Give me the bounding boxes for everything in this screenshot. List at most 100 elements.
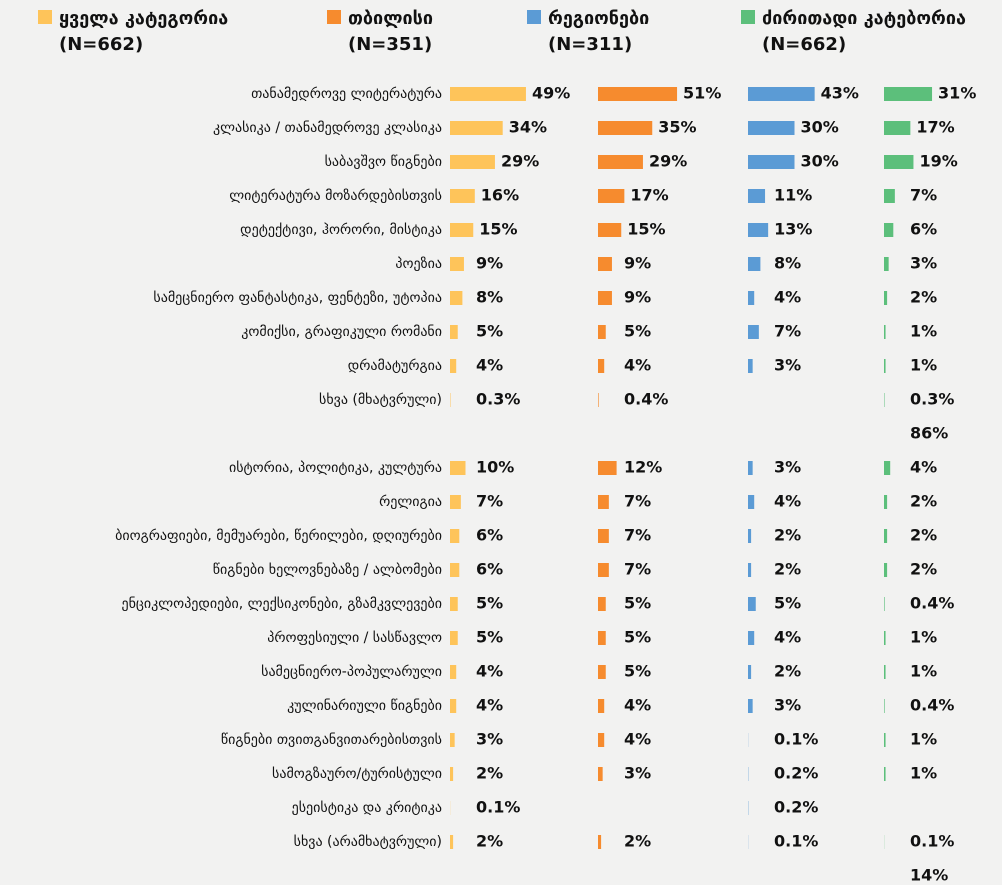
value-label: 4%: [774, 288, 801, 307]
value-label: 0.3%: [910, 390, 954, 409]
category-label: სამოგზაურო/ტურისტული: [272, 765, 442, 782]
bar: [884, 767, 886, 781]
value-label: 16%: [481, 186, 519, 205]
value-label: 1%: [910, 322, 937, 341]
value-label: 11%: [774, 186, 812, 205]
bar: [748, 563, 752, 577]
bar: [598, 597, 606, 611]
value-label: 4%: [476, 662, 503, 681]
bar: [884, 495, 888, 509]
bar: [598, 563, 609, 577]
value-label: 1%: [910, 662, 937, 681]
legend-swatch: [38, 10, 52, 24]
bar: [598, 223, 622, 237]
value-label: 4%: [774, 492, 801, 511]
bar: [748, 87, 815, 101]
value-label: 5%: [476, 594, 503, 613]
legend-label: ყველა კატეგორია (N=662): [59, 8, 229, 55]
value-label: 2%: [910, 560, 937, 579]
bar: [450, 767, 454, 781]
value-label: 30%: [801, 152, 839, 171]
bar: [450, 291, 463, 305]
value-label: 7%: [910, 186, 937, 205]
bar: [598, 767, 603, 781]
value-label: 0.1%: [476, 798, 520, 817]
bar: [598, 495, 609, 509]
category-label: სხვა (მხატვრული): [319, 391, 442, 408]
value-label: 2%: [910, 492, 937, 511]
value-label: 2%: [910, 288, 937, 307]
category-label: სამეცნიერო ფანტასტიკა, ფენტეზი, უტოპია: [153, 289, 442, 306]
value-label: 3%: [774, 458, 801, 477]
value-label: 8%: [476, 288, 503, 307]
bar: [598, 257, 612, 271]
bar: [748, 699, 753, 713]
value-label: 0.3%: [476, 390, 520, 409]
bar: [748, 291, 755, 305]
bar: [598, 291, 612, 305]
bar: [598, 529, 609, 543]
value-label: 0.2%: [774, 764, 818, 783]
category-label: ბიოგრაფიები, მემუარები, წერილები, დღიურე…: [115, 527, 442, 544]
value-label: 4%: [476, 356, 503, 375]
bar: [748, 223, 769, 237]
value-label: 6%: [476, 526, 503, 545]
category-label: ლიტერატურა მოზარდებისთვის: [229, 187, 442, 204]
value-label: 31%: [938, 84, 976, 103]
value-label: 4%: [774, 628, 801, 647]
bar: [598, 121, 653, 135]
bar: [748, 121, 795, 135]
group-total: 14%: [910, 866, 948, 885]
bar: [884, 733, 886, 747]
bar: [450, 495, 461, 509]
category-label: რელიგია: [379, 493, 442, 510]
value-label: 10%: [476, 458, 514, 477]
bar: [450, 257, 464, 271]
value-label: 35%: [658, 118, 696, 137]
bar: [450, 835, 454, 849]
category-label: კომიქსი, გრაფიკული რომანი: [241, 323, 442, 340]
bar: [598, 189, 625, 203]
bar: [450, 699, 457, 713]
value-label: 43%: [821, 84, 859, 103]
value-label: 1%: [910, 356, 937, 375]
value-label: 4%: [476, 696, 503, 715]
bar: [450, 461, 466, 475]
bar: [884, 597, 885, 611]
category-label: ისტორია, პოლიტიკა, კულტურა: [229, 459, 442, 476]
bar: [748, 325, 759, 339]
value-label: 5%: [624, 594, 651, 613]
bar: [450, 733, 455, 747]
value-label: 5%: [624, 628, 651, 647]
bar: [884, 631, 886, 645]
category-label: დრამატურგია: [348, 357, 442, 374]
value-label: 17%: [630, 186, 668, 205]
value-label: 0.1%: [774, 730, 818, 749]
category-label: ესეისტიკა და კრიტიკა: [292, 799, 442, 816]
value-label: 5%: [774, 594, 801, 613]
value-label: 4%: [624, 730, 651, 749]
value-label: 7%: [624, 492, 651, 511]
bar: [748, 257, 761, 271]
bar: [450, 665, 457, 679]
legend-swatch: [327, 10, 341, 24]
bar: [598, 155, 643, 169]
category-label: საბავშვო წიგნები: [325, 154, 442, 170]
value-label: 4%: [624, 696, 651, 715]
bar: [598, 665, 606, 679]
bar: [884, 359, 886, 373]
legend-label: თბილისი (N=351): [348, 8, 434, 55]
value-label: 0.2%: [774, 798, 818, 817]
value-label: 7%: [624, 526, 651, 545]
value-label: 13%: [774, 220, 812, 239]
value-label: 2%: [774, 662, 801, 681]
value-label: 2%: [476, 832, 503, 851]
value-label: 7%: [624, 560, 651, 579]
value-label: 49%: [532, 84, 570, 103]
value-label: 3%: [774, 356, 801, 375]
bar: [884, 121, 911, 135]
value-label: 5%: [624, 322, 651, 341]
bar: [884, 665, 886, 679]
